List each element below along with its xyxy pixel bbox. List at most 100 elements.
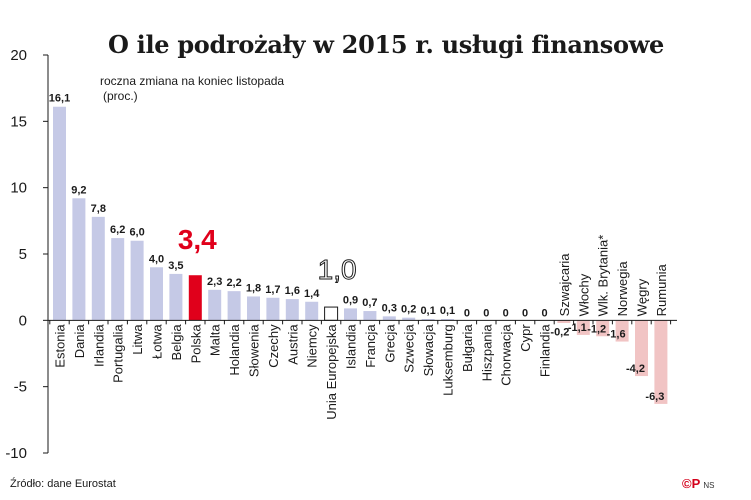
category-label: Francja: [363, 324, 378, 368]
bar-value-label: 6,2: [110, 224, 125, 236]
y-tick-label: 10: [10, 180, 27, 197]
category-label: Grecja: [382, 324, 397, 363]
chart-title: O ile podrożały w 2015 r. usługi finanso…: [108, 30, 665, 59]
bar-value-label: 3,5: [168, 260, 183, 272]
category-label: Litwa: [130, 324, 145, 355]
category-label: Unia Europejska: [324, 324, 339, 420]
bar-value-label: 0: [522, 307, 528, 319]
bar-value-label: 4,0: [149, 253, 164, 265]
bar-value-label: 0,2: [401, 304, 416, 316]
category-label: Estonia: [53, 324, 68, 368]
bar-1: [53, 106, 66, 321]
bar-value-label: 3,4: [178, 224, 217, 255]
category-label: Węgry: [635, 278, 650, 316]
category-label: Islandia: [344, 324, 359, 370]
bar-value-label: 1,0: [318, 254, 357, 285]
category-label: Luksemburg: [441, 324, 456, 396]
bar-27: [557, 320, 571, 323]
category-label: Słowacja: [421, 324, 436, 377]
bar-value-label: 2,3: [207, 276, 222, 288]
y-tick-label: 5: [19, 246, 27, 263]
bar-value-label: 7,8: [91, 203, 106, 215]
bar-21: [441, 319, 454, 321]
chart-subtitle: roczna zmiana na koniec listopada: [100, 74, 285, 88]
bar-value-label: 2,2: [226, 277, 241, 289]
bar-9: [208, 289, 222, 321]
bar-14: [305, 301, 319, 321]
category-label: Bułgaria: [460, 324, 475, 372]
category-label: Chorwacja: [499, 324, 514, 386]
bar-value-label: -1,6: [607, 329, 626, 341]
source-note: Źródło: dane Eurostat: [10, 478, 116, 490]
bar-3: [91, 216, 105, 321]
bar-value-label: 0: [503, 307, 509, 319]
bar-8: [188, 275, 202, 321]
bar-value-label: 1,6: [285, 285, 300, 297]
bar-value-label: 1,7: [265, 284, 280, 296]
y-tick-label: 20: [10, 47, 27, 64]
bar-4: [111, 238, 125, 321]
bar-19: [402, 317, 416, 321]
bar-value-label: -1,1: [568, 322, 587, 334]
bar-10: [227, 291, 241, 321]
bar-18: [382, 316, 396, 321]
category-label: Austria: [285, 324, 300, 365]
category-label: Niemcy: [305, 324, 320, 368]
category-label: Hiszpania: [479, 324, 494, 382]
bar-value-label: 0,3: [382, 302, 397, 314]
publisher-logo-mark: ©P: [682, 476, 701, 491]
bar-15: [324, 306, 339, 321]
bar-29: [596, 320, 610, 337]
bar-value-label: 0: [464, 307, 470, 319]
bar-2: [72, 198, 86, 321]
bar-30: [615, 320, 629, 342]
bar-20: [421, 319, 435, 321]
category-label: Dania: [72, 324, 87, 359]
bar-value-label: 9,2: [71, 184, 86, 196]
category-label: Włochy: [576, 273, 591, 316]
bar-value-label: -6,3: [645, 391, 664, 403]
bar-value-label: 0,9: [343, 294, 358, 306]
category-label: Portugalia: [111, 324, 126, 383]
category-label: Holandia: [227, 324, 242, 376]
bar-17: [363, 311, 377, 321]
bar-value-label: 1,8: [246, 282, 261, 294]
category-label: Wlk. Brytania*: [596, 235, 611, 317]
publisher-logo: ©P NS: [682, 476, 714, 491]
bar-7: [169, 273, 183, 321]
bar-13: [285, 299, 299, 321]
bar-12: [266, 297, 280, 321]
bar-28: [576, 320, 590, 335]
category-label: Szwecja: [402, 324, 417, 373]
bar-value-label: 0,7: [362, 297, 377, 309]
bar-value-label: -4,2: [626, 363, 645, 375]
category-label: Finlandia: [538, 324, 553, 378]
bar-value-label: 0: [483, 307, 489, 319]
category-label: Cypr: [518, 324, 533, 352]
bar-5: [130, 240, 144, 321]
y-tick-label: 15: [10, 113, 27, 130]
bar-16: [344, 308, 357, 321]
bar-value-label: 1,4: [304, 288, 320, 300]
y-tick-label: -5: [14, 379, 27, 396]
y-tick-label: -10: [5, 445, 27, 462]
bar-32: [654, 320, 668, 404]
y-tick-label: 0: [19, 312, 27, 329]
bar-value-label: 0: [541, 307, 547, 319]
category-label: Łotwa: [150, 324, 165, 359]
category-label: Rumunia: [654, 264, 669, 317]
publisher-initials: NS: [703, 481, 715, 490]
category-label: Malta: [208, 324, 223, 357]
bar-11: [247, 296, 260, 321]
category-label: Szwajcaria: [557, 253, 572, 317]
bar-value-label: 0,1: [420, 305, 435, 317]
category-label: Słowenia: [247, 324, 262, 378]
y-axis-unit-label: (proc.): [103, 89, 138, 103]
bar-value-label: -0,2: [550, 326, 569, 338]
category-label: Polska: [188, 324, 203, 364]
category-label: Belgia: [169, 324, 184, 361]
category-label: Czechy: [266, 324, 281, 368]
bar-value-label: 0,1: [440, 305, 455, 317]
category-label: Norwegia: [615, 261, 630, 317]
